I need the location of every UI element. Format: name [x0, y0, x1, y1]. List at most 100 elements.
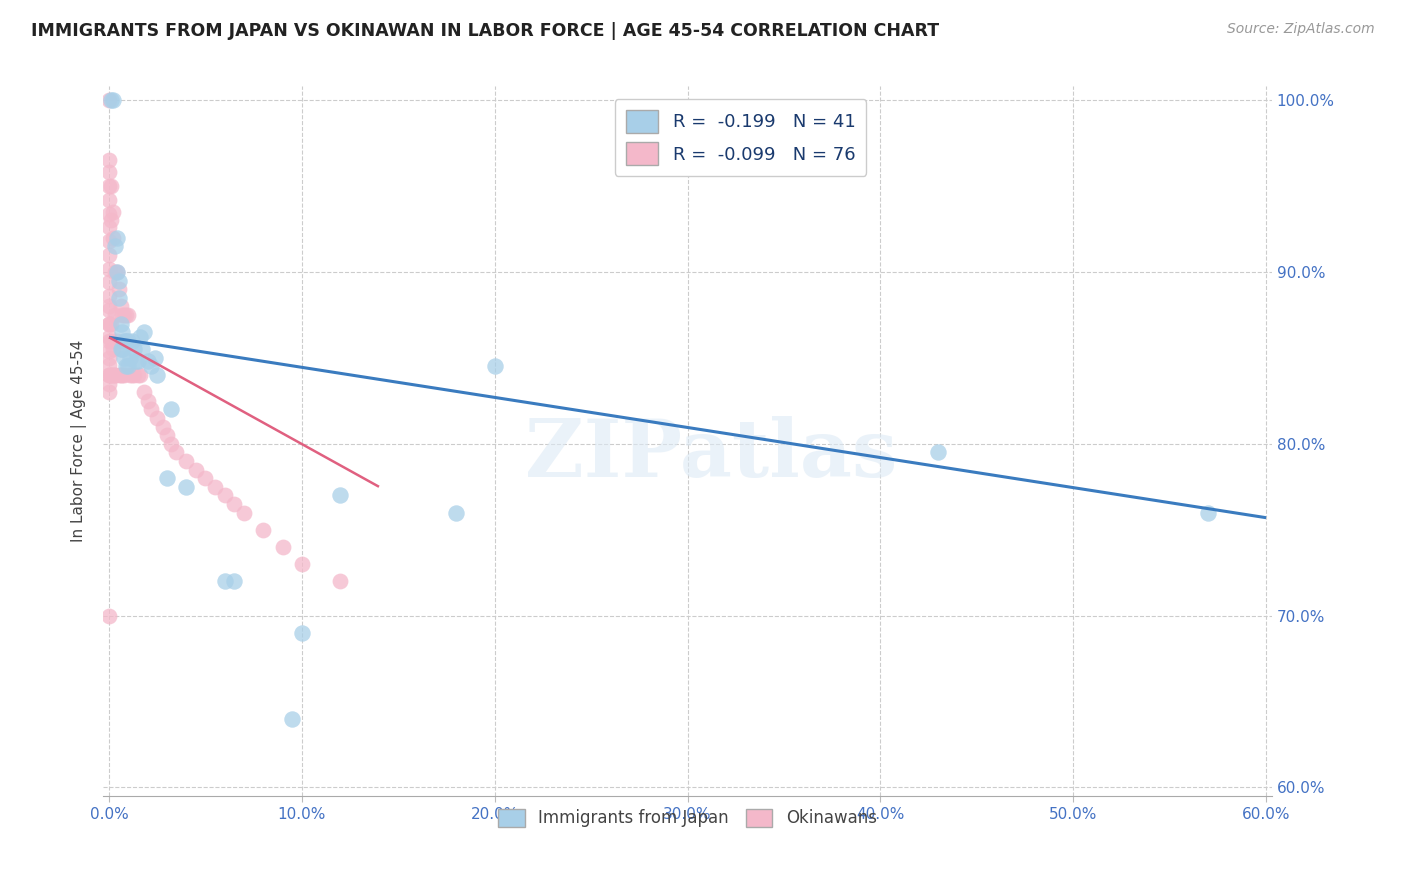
Point — [122, 368, 145, 382]
Point — [105, 265, 128, 279]
Point — [156, 471, 179, 485]
Point — [100, 368, 122, 382]
Point — [112, 368, 135, 382]
Point — [98, 93, 121, 107]
Point — [104, 368, 127, 382]
Point — [101, 368, 124, 382]
Point — [224, 574, 246, 589]
Point — [115, 308, 138, 322]
Point — [101, 230, 124, 244]
Point — [107, 368, 129, 382]
Point — [127, 368, 149, 382]
Point — [110, 299, 132, 313]
Point — [104, 265, 127, 279]
Point — [146, 411, 169, 425]
Point — [98, 220, 121, 235]
Legend: Immigrants from Japan, Okinawans: Immigrants from Japan, Okinawans — [492, 802, 883, 834]
Point — [111, 308, 134, 322]
Point — [132, 325, 155, 339]
Point — [156, 428, 179, 442]
Point — [98, 317, 121, 331]
Point — [100, 179, 122, 194]
Point — [271, 540, 294, 554]
Point — [484, 359, 506, 374]
Point — [98, 385, 121, 400]
Point — [927, 445, 949, 459]
Point — [166, 445, 188, 459]
Point — [98, 368, 121, 382]
Point — [159, 437, 181, 451]
Point — [204, 480, 226, 494]
Point — [112, 308, 135, 322]
Point — [128, 330, 150, 344]
Point — [100, 334, 122, 348]
Point — [98, 358, 121, 372]
Point — [233, 506, 256, 520]
Text: ZIPatlas: ZIPatlas — [524, 417, 897, 494]
Point — [98, 206, 121, 220]
Point — [104, 239, 127, 253]
Point — [184, 462, 207, 476]
Point — [110, 317, 132, 331]
Point — [121, 368, 143, 382]
Point — [291, 625, 314, 640]
Point — [100, 317, 122, 331]
Point — [115, 359, 138, 374]
Point — [143, 351, 166, 365]
Point — [115, 334, 138, 348]
Point — [101, 204, 124, 219]
Point — [224, 497, 246, 511]
Point — [146, 368, 169, 382]
Point — [121, 334, 143, 348]
Point — [101, 93, 124, 107]
Point — [98, 165, 121, 179]
Point — [104, 308, 127, 322]
Text: IMMIGRANTS FROM JAPAN VS OKINAWAN IN LABOR FORCE | AGE 45-54 CORRELATION CHART: IMMIGRANTS FROM JAPAN VS OKINAWAN IN LAB… — [31, 22, 939, 40]
Point — [141, 359, 163, 374]
Point — [110, 368, 132, 382]
Point — [98, 275, 121, 289]
Text: Source: ZipAtlas.com: Source: ZipAtlas.com — [1227, 22, 1375, 37]
Point — [104, 368, 127, 382]
Point — [98, 179, 121, 194]
Point — [291, 557, 314, 571]
Point — [98, 248, 121, 262]
Point — [122, 343, 145, 357]
Point — [112, 351, 135, 365]
Point — [132, 385, 155, 400]
Point — [105, 265, 128, 279]
Point — [98, 317, 121, 331]
Point — [98, 153, 121, 168]
Point — [98, 376, 121, 391]
Point — [98, 193, 121, 207]
Point — [141, 402, 163, 417]
Point — [174, 480, 197, 494]
Point — [98, 334, 121, 348]
Point — [117, 334, 139, 348]
Point — [128, 368, 150, 382]
Point — [107, 282, 129, 296]
Point — [98, 299, 121, 313]
Point — [329, 574, 352, 589]
Point — [136, 354, 159, 368]
Point — [98, 330, 121, 344]
Point — [252, 523, 274, 537]
Point — [98, 351, 121, 365]
Point — [100, 213, 122, 227]
Point — [152, 419, 174, 434]
Point — [98, 289, 121, 303]
Point — [110, 343, 132, 357]
Point — [111, 325, 134, 339]
Point — [100, 368, 122, 382]
Point — [105, 334, 128, 348]
Point — [98, 368, 121, 382]
Point — [107, 274, 129, 288]
Point — [105, 230, 128, 244]
Point — [117, 359, 139, 374]
Point — [112, 334, 135, 348]
Point — [98, 608, 121, 623]
Point — [98, 261, 121, 276]
Point — [125, 354, 148, 368]
Point — [111, 368, 134, 382]
Point — [194, 471, 217, 485]
